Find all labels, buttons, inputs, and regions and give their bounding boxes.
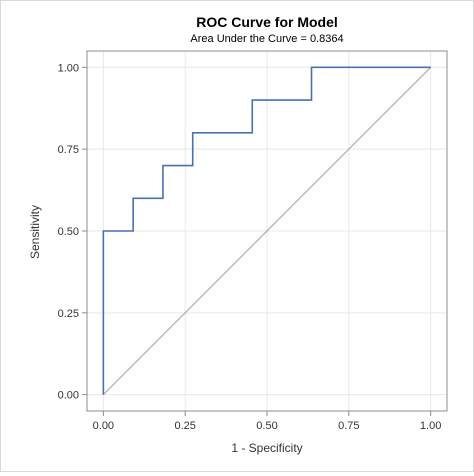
x-tick-label: 0.50	[256, 420, 277, 432]
x-tick-label: 1.00	[420, 420, 441, 432]
x-axis-ticks: 0.00 0.25 0.50 0.75 1.00	[93, 411, 441, 432]
y-axis-ticks: 0.00 0.25 0.50 0.75 1.00	[58, 62, 87, 402]
y-tick-label: 0.75	[58, 144, 79, 156]
y-tick-label: 0.00	[58, 390, 79, 402]
x-axis-label: 1 - Specificity	[231, 441, 302, 455]
y-tick-label: 1.00	[58, 62, 79, 74]
y-tick-label: 0.50	[58, 226, 79, 238]
y-axis-label: Sensitivity	[28, 205, 42, 259]
roc-curve-line	[102, 66, 431, 395]
reference-diagonal-line	[103, 67, 431, 395]
x-tick-label: 0.75	[338, 420, 359, 432]
x-tick-label: 0.00	[93, 420, 114, 432]
chart-subtitle: Area Under the Curve = 0.8364	[190, 33, 343, 45]
y-tick-label: 0.25	[58, 308, 79, 320]
x-tick-label: 0.25	[174, 420, 195, 432]
chart-title: ROC Curve for Model	[196, 14, 338, 30]
